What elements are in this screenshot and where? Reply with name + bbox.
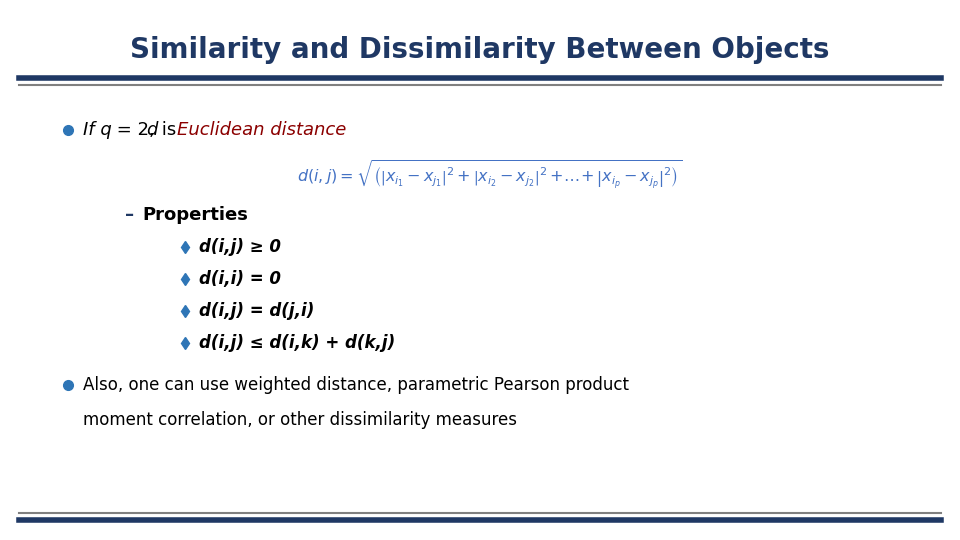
Text: is: is <box>156 121 182 139</box>
Text: d(i,j) ≤ d(i,k) + d(k,j): d(i,j) ≤ d(i,k) + d(k,j) <box>199 334 396 352</box>
Text: –: – <box>125 206 134 224</box>
Text: moment correlation, or other dissimilarity measures: moment correlation, or other dissimilari… <box>83 411 517 429</box>
Text: d: d <box>146 121 157 139</box>
Text: d(i,j) = d(j,i): d(i,j) = d(j,i) <box>199 302 314 320</box>
Text: = 2,: = 2, <box>111 121 160 139</box>
Text: d(i,i) = 0: d(i,i) = 0 <box>199 270 281 288</box>
Text: $d(i,j)=\sqrt{\left(\left|x_{i_1}-x_{j_1}\right|^2+\left|x_{i_2}-x_{j_2}\right|^: $d(i,j)=\sqrt{\left(\left|x_{i_1}-x_{j_1… <box>298 158 683 192</box>
Text: Similarity and Dissimilarity Between Objects: Similarity and Dissimilarity Between Obj… <box>131 36 829 64</box>
Text: If q: If q <box>83 121 111 139</box>
Text: Euclidean distance: Euclidean distance <box>177 121 347 139</box>
Text: Also, one can use weighted distance, parametric Pearson product: Also, one can use weighted distance, par… <box>83 376 629 394</box>
Text: d(i,j) ≥ 0: d(i,j) ≥ 0 <box>199 238 281 256</box>
Text: Properties: Properties <box>142 206 248 224</box>
